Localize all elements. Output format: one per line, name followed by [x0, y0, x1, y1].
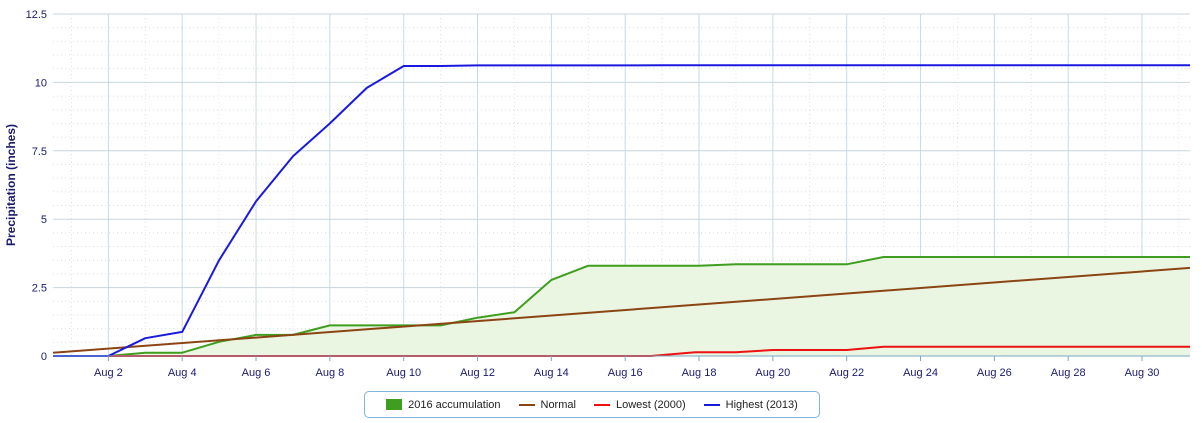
legend-item-2016-accumulation[interactable]: 2016 accumulation [386, 398, 501, 411]
legend-item-highest[interactable]: Highest (2013) [703, 398, 798, 411]
y-tick-label: 12.5 [26, 9, 47, 21]
major-grid [53, 13, 1190, 357]
x-tick-label: Aug 14 [534, 367, 569, 379]
series-layer [52, 64, 1191, 357]
y-tick-label: 0 [41, 351, 47, 363]
x-tick-label: Aug 22 [829, 367, 864, 379]
legend-label-2016-accumulation: 2016 accumulation [408, 398, 501, 411]
legend-label-highest: Highest (2013) [725, 398, 798, 411]
series-area-2016-accumulation [108, 257, 1190, 356]
x-tick-label: Aug 12 [460, 367, 495, 379]
x-tick-label: Aug 20 [755, 367, 790, 379]
x-tick-label: Aug 6 [242, 367, 271, 379]
series-line-normal [52, 266, 1191, 354]
y-axis-title: Precipitation (inches) [4, 124, 18, 246]
x-tick-label: Aug 24 [903, 367, 938, 379]
x-tick-label: Aug 26 [977, 367, 1012, 379]
x-tick-label: Aug 28 [1051, 367, 1086, 379]
x-tick-label: Aug 30 [1125, 367, 1160, 379]
legend-swatch-normal [518, 403, 535, 406]
series-line-highest-2013 [53, 64, 1190, 357]
axes-layer [53, 355, 1190, 361]
legend-label-normal: Normal [540, 398, 576, 411]
tick-label-layer: 0 2.5 5 7.5 10 12.5 Aug 2 Aug 4 Aug 6 Aug 8 Aug 10… [26, 9, 1160, 379]
x-tick-label: Aug 4 [168, 367, 197, 379]
x-tick-label: Aug 10 [386, 367, 421, 379]
legend-item-lowest[interactable]: Lowest (2000) [593, 398, 686, 411]
series-line-lowest-2000 [53, 345, 1190, 357]
legend-label-lowest: Lowest (2000) [615, 398, 686, 411]
y-tick-label: 10 [35, 77, 47, 89]
chart-plot: 0 2.5 5 7.5 10 12.5 Aug 2 Aug 4 Aug 6 Aug 8 Aug 10… [4, 9, 1191, 379]
legend-swatch-2016-accumulation [386, 399, 403, 410]
y-tick-label: 2.5 [32, 283, 47, 295]
x-tick-label: Aug 2 [94, 367, 123, 379]
y-tick-label: 5 [41, 214, 47, 226]
legend-item-normal[interactable]: Normal [518, 398, 576, 411]
legend-swatch-lowest [593, 403, 610, 406]
x-tick-label: Aug 16 [608, 367, 643, 379]
y-tick-label: 7.5 [32, 146, 47, 158]
legend-swatch-highest [703, 403, 720, 406]
legend: 2016 accumulation Normal Lowest (2000) H… [364, 391, 820, 418]
x-tick-label: Aug 18 [682, 367, 717, 379]
x-tick-label: Aug 8 [315, 367, 344, 379]
